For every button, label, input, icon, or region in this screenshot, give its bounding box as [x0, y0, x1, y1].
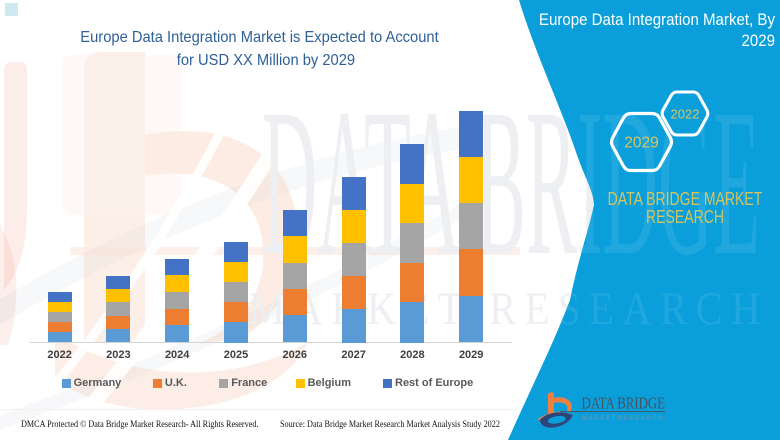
svg-text:2022: 2022 — [671, 107, 700, 122]
svg-text:M A R K E T R E S E A R C H: M A R K E T R E S E A R C H — [582, 416, 663, 422]
svg-text:DATA BRIDGE: DATA BRIDGE — [582, 394, 666, 413]
svg-text:2029: 2029 — [624, 135, 658, 152]
